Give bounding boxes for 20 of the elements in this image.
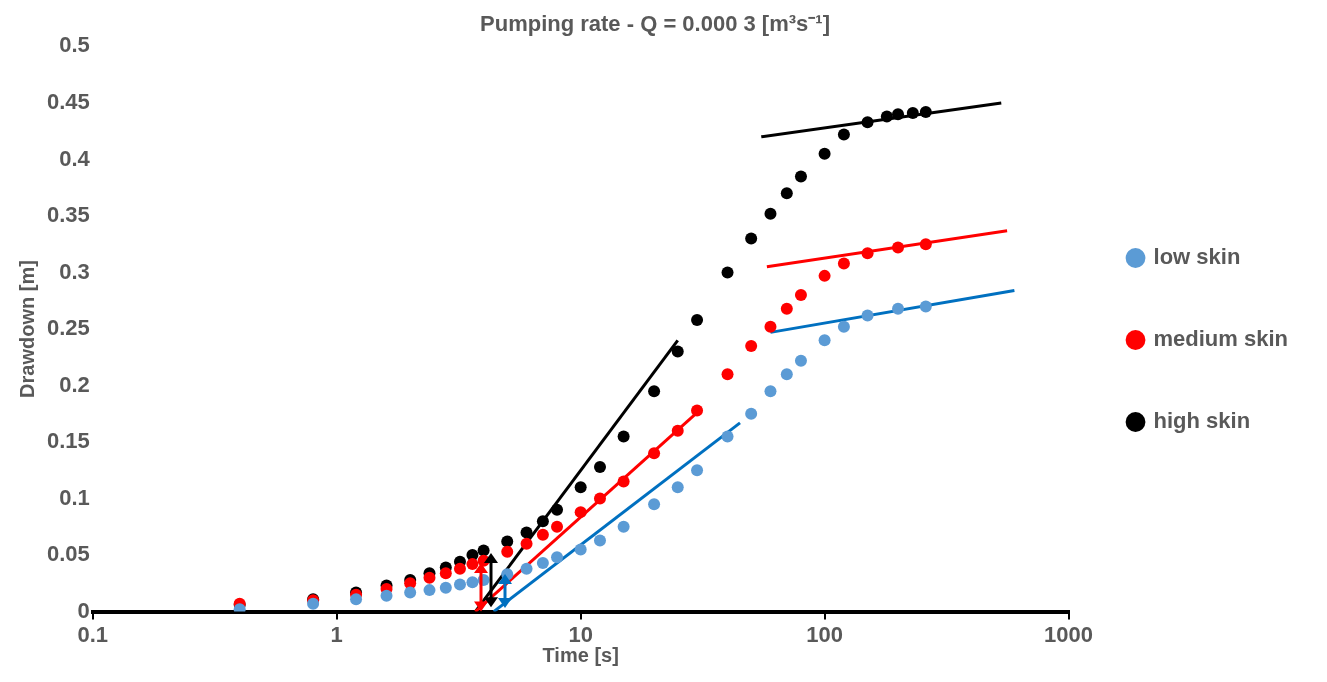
y-tick-label: 0.45 xyxy=(46,88,90,114)
y-tick-label: 0.4 xyxy=(59,145,91,171)
x-tick-label: 100 xyxy=(806,621,843,647)
y-tick-label: 0.35 xyxy=(46,202,90,228)
legend-label: low skin xyxy=(1153,244,1241,270)
y-tick-label: 0.3 xyxy=(59,258,90,284)
y-tick-label: 0.05 xyxy=(46,541,90,567)
y-tick-label: 0.15 xyxy=(46,428,90,454)
legend-label: medium skin xyxy=(1153,326,1288,352)
x-tick-label: 1000 xyxy=(1044,621,1093,647)
y-axis-title: Drawdown [m] xyxy=(15,260,38,398)
chart-title: Pumping rate - Q = 0.000 3 [m³s⁻¹] xyxy=(480,11,830,37)
x-tick-label: 1 xyxy=(330,621,343,647)
x-tick-label: 0.1 xyxy=(77,621,109,647)
y-tick-label: 0.2 xyxy=(59,371,90,397)
y-tick-label: 0 xyxy=(77,597,90,623)
y-tick-label: 0.25 xyxy=(46,315,90,341)
y-tick-label: 0.1 xyxy=(59,484,90,510)
y-tick-label: 0.5 xyxy=(59,32,90,58)
legend-label: high skin xyxy=(1153,408,1251,434)
